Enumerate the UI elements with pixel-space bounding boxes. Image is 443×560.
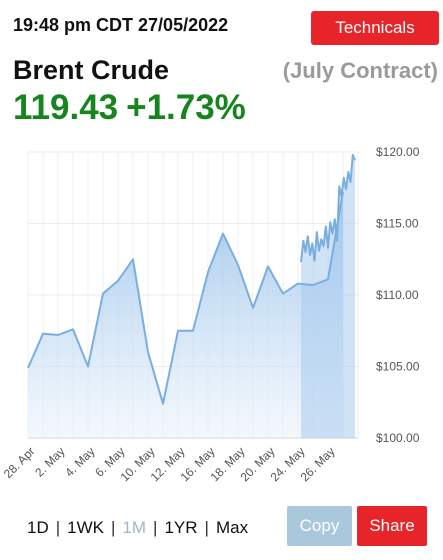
copy-button[interactable]: Copy [287, 506, 352, 546]
price-area-fill [28, 192, 343, 438]
range-separator: | [55, 518, 61, 537]
range-separator: | [153, 518, 158, 537]
y-axis: $120.00 $115.00 $110.00 $105.00 $100.00 [376, 145, 420, 445]
instrument-name: Brent Crude [13, 55, 170, 85]
range-selector: 1D | 1WK | 1M | 1YR | Max [27, 518, 248, 538]
x-tick-label: 2. May [32, 444, 67, 479]
x-tick-label: 28. Apr [1, 444, 38, 481]
chart-lines [27, 153, 356, 405]
y-tick-label: $105.00 [376, 360, 420, 374]
technicals-button[interactable]: Technicals [311, 11, 439, 45]
price-chart[interactable]: $120.00 $115.00 $110.00 $105.00 $100.00 28. … [0, 140, 443, 500]
price-change: +1.73% [126, 88, 246, 127]
range-1d[interactable]: 1D [27, 518, 49, 537]
contract-label: (July Contract) [282, 58, 438, 83]
intraday-price-line [300, 153, 356, 263]
y-tick-label: $115.00 [376, 217, 419, 231]
range-max[interactable]: Max [215, 518, 249, 537]
y-tick-label: $120.00 [376, 145, 420, 159]
x-tick-label: 4. May [62, 444, 97, 479]
intraday-area-fill [301, 154, 355, 438]
range-separator: | [204, 518, 209, 537]
daily-price-line [27, 191, 344, 405]
price-quote: 119.43 +1.73% [13, 88, 246, 128]
range-1m[interactable]: 1M [122, 518, 147, 537]
chart-area [28, 154, 355, 438]
range-1yr[interactable]: 1YR [164, 518, 198, 537]
range-separator: | [111, 518, 116, 537]
timestamp: 19:48 pm CDT 27/05/2022 [13, 15, 229, 35]
y-tick-label: $110.00 [376, 288, 419, 302]
price-value: 119.43 [13, 88, 119, 127]
share-button[interactable]: Share [357, 506, 427, 546]
y-tick-label: $100.00 [376, 431, 420, 445]
range-1wk[interactable]: 1WK [67, 518, 104, 537]
